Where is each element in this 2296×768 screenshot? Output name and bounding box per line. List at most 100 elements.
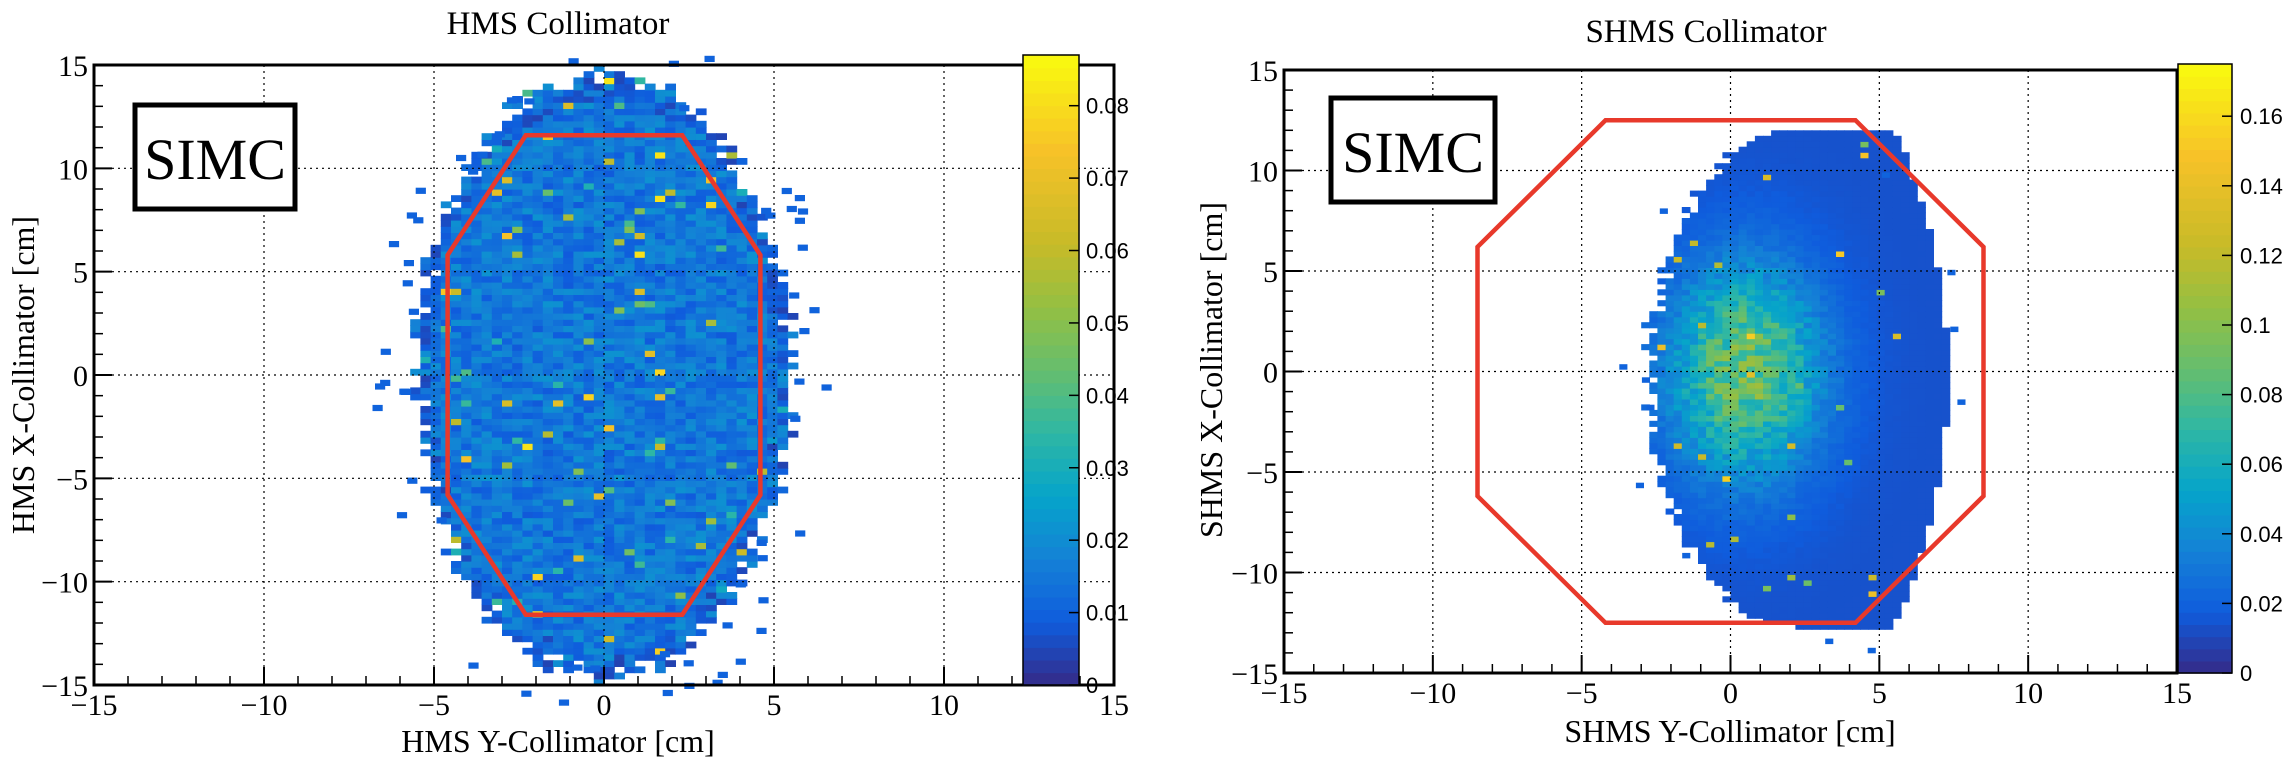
heatmap-cell xyxy=(1763,360,1772,367)
heatmap-cell xyxy=(542,102,554,109)
heatmap-cell xyxy=(1689,294,1699,301)
heatmap-cell xyxy=(1746,393,1756,400)
heatmap-cell xyxy=(542,325,554,333)
heatmap-cell xyxy=(1771,239,1780,246)
hms-collimator-outline xyxy=(445,133,763,617)
heatmap-cell xyxy=(624,238,636,246)
heatmap-cell xyxy=(1673,415,1683,422)
heatmap-cell xyxy=(1746,338,1756,345)
heatmap-cell xyxy=(593,517,605,525)
heatmap-cell xyxy=(380,379,391,386)
colorbar-swatch xyxy=(1023,458,1079,472)
heatmap-cell xyxy=(451,220,462,227)
heatmap-cell xyxy=(1649,360,1658,367)
heatmap-cell xyxy=(451,430,462,438)
heatmap-cell xyxy=(1746,190,1756,197)
heatmap-cell xyxy=(593,443,605,450)
heatmap-cell xyxy=(695,269,707,277)
heatmap-cell xyxy=(665,492,676,500)
heatmap-cell xyxy=(695,251,707,258)
heatmap-cell xyxy=(553,344,564,351)
heatmap-cell xyxy=(695,226,707,233)
heatmap-cell xyxy=(644,499,656,506)
heatmap-cell xyxy=(1787,289,1796,296)
heatmap-cell xyxy=(1738,311,1748,318)
heatmap-cell xyxy=(1763,218,1772,225)
heatmap-cell xyxy=(532,623,544,630)
heatmap-cell xyxy=(1714,508,1723,515)
heatmap-cell xyxy=(665,331,676,339)
heatmap-cell xyxy=(512,573,523,581)
heatmap-cell xyxy=(726,213,738,221)
heatmap-cell xyxy=(542,554,554,562)
heatmap-cell xyxy=(675,381,687,388)
heatmap-cell xyxy=(1852,426,1861,433)
heatmap-cell xyxy=(614,561,625,568)
heatmap-cell xyxy=(1779,212,1788,219)
heatmap-cell xyxy=(655,412,666,419)
heatmap-cell xyxy=(706,492,717,500)
heatmap-cell xyxy=(675,176,687,184)
heatmap-cell xyxy=(553,331,564,339)
heatmap-cell xyxy=(1779,437,1788,444)
heatmap-cell xyxy=(1803,289,1813,296)
heatmap-cell xyxy=(614,294,625,302)
heatmap-cell xyxy=(644,623,656,630)
heatmap-cell xyxy=(388,241,400,248)
heatmap-cell xyxy=(746,368,758,376)
heatmap-cell xyxy=(675,579,687,587)
heatmap-cell xyxy=(726,356,738,364)
heatmap-cell xyxy=(746,313,758,320)
heatmap-cell xyxy=(624,399,636,407)
heatmap-cell xyxy=(685,393,697,401)
heatmap-cell xyxy=(716,133,727,140)
heatmap-cell xyxy=(593,480,605,488)
heatmap-cell xyxy=(1698,338,1707,345)
heatmap-cell xyxy=(726,362,738,370)
heatmap-cell xyxy=(522,399,534,407)
heatmap-cell xyxy=(767,251,778,258)
heatmap-cell xyxy=(1681,316,1691,323)
heatmap-cell xyxy=(665,449,676,457)
heatmap-cell xyxy=(695,629,707,636)
heatmap-cell xyxy=(1844,382,1853,389)
heatmap-cell xyxy=(1673,420,1683,427)
heatmap-cell xyxy=(685,189,697,196)
heatmap-cell xyxy=(1819,267,1829,274)
heatmap-cell xyxy=(695,232,707,240)
heatmap-cell xyxy=(491,610,503,618)
heatmap-cell xyxy=(583,164,595,171)
heatmap-cell xyxy=(512,189,523,196)
heatmap-cell xyxy=(634,158,646,165)
heatmap-cell xyxy=(695,325,707,333)
heatmap-cell xyxy=(491,561,503,568)
heatmap-cell xyxy=(716,499,727,506)
heatmap-cell xyxy=(675,647,687,655)
heatmap-cell xyxy=(604,108,615,116)
heatmap-cell xyxy=(430,300,442,308)
heatmap-cell xyxy=(665,567,676,574)
heatmap-cell xyxy=(512,139,523,147)
heatmap-cell xyxy=(1730,201,1740,208)
heatmap-cell xyxy=(563,238,574,246)
heatmap-cell xyxy=(746,344,758,351)
colorbar-swatch xyxy=(1023,647,1079,661)
heatmap-cell xyxy=(1730,371,1740,378)
heatmap-cell xyxy=(1689,355,1699,362)
heatmap-cell xyxy=(1722,234,1732,241)
heatmap-cell xyxy=(1698,311,1707,318)
heatmap-cell xyxy=(1819,294,1829,301)
heatmap-cell xyxy=(695,362,707,370)
heatmap-cell xyxy=(1730,234,1740,241)
heatmap-cell xyxy=(1844,431,1853,438)
heatmap-cell xyxy=(593,567,605,574)
heatmap-cell xyxy=(777,269,789,277)
heatmap-cell xyxy=(1811,174,1821,181)
heatmap-cell xyxy=(706,226,717,233)
heatmap-cell xyxy=(736,399,748,407)
heatmap-cell xyxy=(1787,409,1796,416)
heatmap-cell xyxy=(655,536,666,543)
heatmap-cell xyxy=(1763,168,1772,175)
heatmap-cell xyxy=(716,387,727,395)
heatmap-cell xyxy=(1698,322,1707,329)
